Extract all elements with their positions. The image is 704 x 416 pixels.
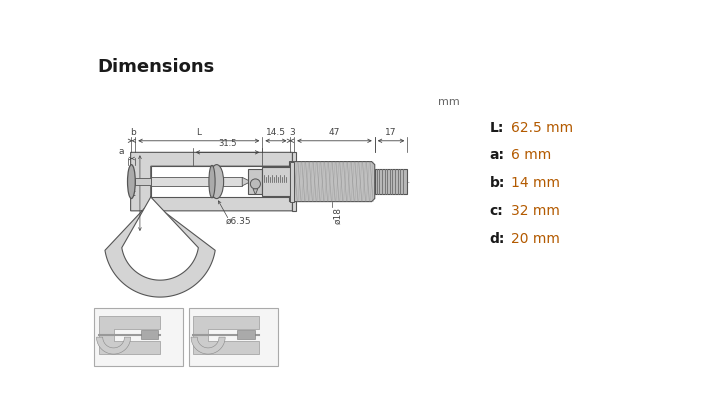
Polygon shape (291, 152, 296, 211)
Polygon shape (375, 169, 408, 194)
Polygon shape (99, 316, 160, 354)
Text: 6 mm: 6 mm (511, 149, 551, 162)
Polygon shape (151, 166, 292, 197)
Circle shape (251, 179, 260, 189)
Text: 20 mm: 20 mm (511, 232, 560, 245)
Text: mm: mm (439, 97, 460, 107)
Text: a:: a: (489, 149, 505, 162)
Polygon shape (193, 316, 258, 354)
Ellipse shape (210, 165, 224, 198)
Text: L:: L: (489, 121, 504, 135)
Text: ø6.35: ø6.35 (226, 217, 251, 226)
Text: 47: 47 (329, 128, 340, 136)
Text: 17: 17 (385, 128, 397, 136)
Polygon shape (263, 167, 289, 196)
Polygon shape (289, 161, 375, 202)
Text: a: a (119, 147, 125, 156)
FancyBboxPatch shape (94, 308, 183, 366)
Ellipse shape (209, 166, 215, 198)
Polygon shape (141, 330, 158, 339)
Text: Dimensions: Dimensions (97, 58, 215, 77)
Polygon shape (249, 169, 263, 194)
Text: 62.5 mm: 62.5 mm (511, 121, 573, 135)
Ellipse shape (127, 165, 135, 198)
Polygon shape (191, 337, 225, 354)
Polygon shape (237, 330, 256, 339)
FancyBboxPatch shape (189, 308, 278, 366)
Text: 14 mm: 14 mm (511, 176, 560, 190)
Polygon shape (122, 197, 199, 280)
Text: b: b (130, 128, 136, 136)
Text: L: L (196, 128, 201, 136)
Text: 14.5: 14.5 (266, 128, 286, 136)
Text: 32 mm: 32 mm (511, 204, 560, 218)
Polygon shape (253, 189, 258, 195)
Polygon shape (96, 337, 131, 354)
Polygon shape (242, 177, 249, 186)
Polygon shape (105, 152, 292, 297)
Polygon shape (151, 177, 242, 186)
Polygon shape (135, 178, 151, 185)
Text: d:: d: (489, 232, 505, 245)
Polygon shape (289, 161, 294, 202)
Text: ø18: ø18 (334, 207, 343, 224)
Text: b:: b: (489, 176, 505, 190)
Text: c: c (130, 188, 135, 198)
Text: 3: 3 (289, 128, 295, 136)
Text: c:: c: (489, 204, 503, 218)
Text: 31.5: 31.5 (218, 139, 237, 148)
